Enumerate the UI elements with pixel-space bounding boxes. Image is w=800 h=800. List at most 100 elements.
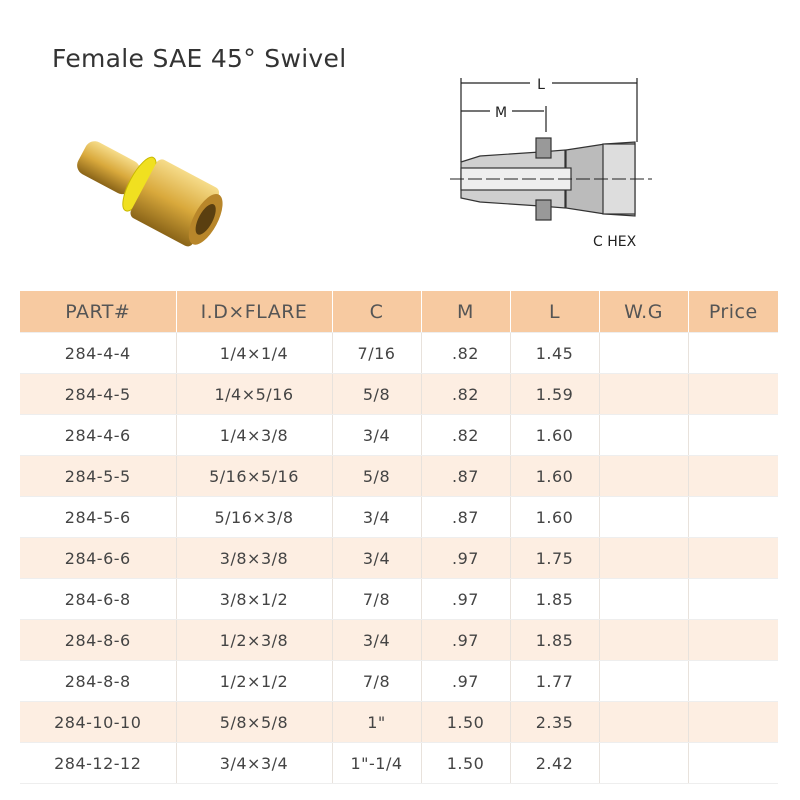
- table-cell: 1.50: [421, 742, 511, 784]
- table-cell: .87: [421, 496, 511, 538]
- table-cell: 284-4-4: [20, 332, 177, 374]
- table-cell: 284-8-8: [20, 660, 177, 702]
- table-cell: 1": [332, 701, 422, 743]
- table-cell: [599, 537, 689, 579]
- table-cell: 3/4×3/4: [176, 742, 333, 784]
- table-cell: [688, 455, 778, 497]
- column-header: PART#: [20, 291, 177, 333]
- table-cell: 1.50: [421, 701, 511, 743]
- table-cell: [688, 496, 778, 538]
- table-row: 284-4-4 1/4×1/4 7/16.82 1.45: [20, 332, 778, 374]
- product-photo: [77, 141, 223, 247]
- dimension-diagram: L M C HEX: [450, 77, 652, 250]
- table-cell: [688, 578, 778, 620]
- table-row: 284-8-8 1/2×1/2 7/8.97 1.77: [20, 660, 778, 702]
- table-row: 284-6-8 3/8×1/2 7/8.97 1.85: [20, 578, 778, 620]
- table-header-row: PART# I.D×FLARE C M L W.G Price: [20, 291, 778, 333]
- table-cell: [599, 742, 689, 784]
- table-cell: 284-5-6: [20, 496, 177, 538]
- table-cell: 1/4×1/4: [176, 332, 333, 374]
- table-cell: [688, 701, 778, 743]
- table-cell: [599, 414, 689, 456]
- table-cell: 1.75: [510, 537, 600, 579]
- table-row: 284-4-5 1/4×5/16 5/8.82 1.59: [20, 373, 778, 415]
- table-cell: 1.59: [510, 373, 600, 415]
- table-cell: .97: [421, 537, 511, 579]
- table-cell: .97: [421, 660, 511, 702]
- spec-table: PART# I.D×FLARE C M L W.G Price 284-4-4 1/4×1/4…: [20, 291, 778, 784]
- table-cell: 284-10-10: [20, 701, 177, 743]
- table-cell: .82: [421, 373, 511, 415]
- table-cell: [688, 373, 778, 415]
- table-cell: 3/8×1/2: [176, 578, 333, 620]
- table-cell: [688, 332, 778, 374]
- table-cell: [599, 373, 689, 415]
- table-row: 284-5-6 5/16×3/8 3/4.87 1.60: [20, 496, 778, 538]
- table-cell: 7/8: [332, 660, 422, 702]
- product-title: Female SAE 45° Swivel: [52, 44, 347, 73]
- table-cell: 1.60: [510, 455, 600, 497]
- table-cell: 1/4×3/8: [176, 414, 333, 456]
- table-cell: 3/8×3/8: [176, 537, 333, 579]
- table-cell: .97: [421, 619, 511, 661]
- table-cell: 7/8: [332, 578, 422, 620]
- label-c-hex: C HEX: [593, 234, 637, 250]
- label-L: L: [537, 77, 545, 93]
- table-cell: [688, 742, 778, 784]
- table-cell: .97: [421, 578, 511, 620]
- table-cell: 1.77: [510, 660, 600, 702]
- table-cell: 1"-1/4: [332, 742, 422, 784]
- table-cell: 1.85: [510, 619, 600, 661]
- table-cell: [599, 332, 689, 374]
- table-cell: [688, 414, 778, 456]
- table-row: 284-6-6 3/8×3/8 3/4.97 1.75: [20, 537, 778, 579]
- table-cell: 1.60: [510, 496, 600, 538]
- table-cell: [599, 660, 689, 702]
- table-cell: 1/4×5/16: [176, 373, 333, 415]
- table-cell: 7/16: [332, 332, 422, 374]
- table-cell: 5/16×3/8: [176, 496, 333, 538]
- table-cell: 3/4: [332, 619, 422, 661]
- label-M: M: [495, 105, 507, 121]
- table-cell: [599, 619, 689, 661]
- table-cell: [599, 578, 689, 620]
- table-cell: 5/16×5/16: [176, 455, 333, 497]
- column-header: M: [421, 291, 511, 333]
- table-cell: 3/4: [332, 496, 422, 538]
- table-row: 284-10-10 5/8×5/8 1" 1.50 2.35: [20, 701, 778, 743]
- table-cell: 3/4: [332, 414, 422, 456]
- column-header: C: [332, 291, 422, 333]
- table-cell: 2.42: [510, 742, 600, 784]
- table-cell: 5/8: [332, 373, 422, 415]
- table-cell: 284-5-5: [20, 455, 177, 497]
- table-cell: 3/4: [332, 537, 422, 579]
- table-cell: 5/8×5/8: [176, 701, 333, 743]
- table-row: 284-8-6 1/2×3/8 3/4.97 1.85: [20, 619, 778, 661]
- column-header: W.G: [599, 291, 689, 333]
- table-cell: 284-12-12: [20, 742, 177, 784]
- table-row: 284-5-5 5/16×5/16 5/8.87 1.60: [20, 455, 778, 497]
- table-cell: [599, 701, 689, 743]
- table-cell: 1.85: [510, 578, 600, 620]
- table-cell: 284-6-8: [20, 578, 177, 620]
- table-cell: .82: [421, 332, 511, 374]
- column-header: L: [510, 291, 600, 333]
- table-cell: 1.60: [510, 414, 600, 456]
- table-cell: [599, 496, 689, 538]
- table-cell: 1.45: [510, 332, 600, 374]
- table-cell: [688, 537, 778, 579]
- table-cell: 1/2×1/2: [176, 660, 333, 702]
- table-cell: [599, 455, 689, 497]
- table-cell: 2.35: [510, 701, 600, 743]
- table-cell: [688, 619, 778, 661]
- table-cell: 1/2×3/8: [176, 619, 333, 661]
- table-cell: .82: [421, 414, 511, 456]
- table-cell: 284-8-6: [20, 619, 177, 661]
- table-cell: .87: [421, 455, 511, 497]
- table-row: 284-4-6 1/4×3/8 3/4.82 1.60: [20, 414, 778, 456]
- table-cell: 284-4-5: [20, 373, 177, 415]
- table-cell: 284-4-6: [20, 414, 177, 456]
- table-cell: 5/8: [332, 455, 422, 497]
- column-header: Price: [688, 291, 778, 333]
- table-cell: [688, 660, 778, 702]
